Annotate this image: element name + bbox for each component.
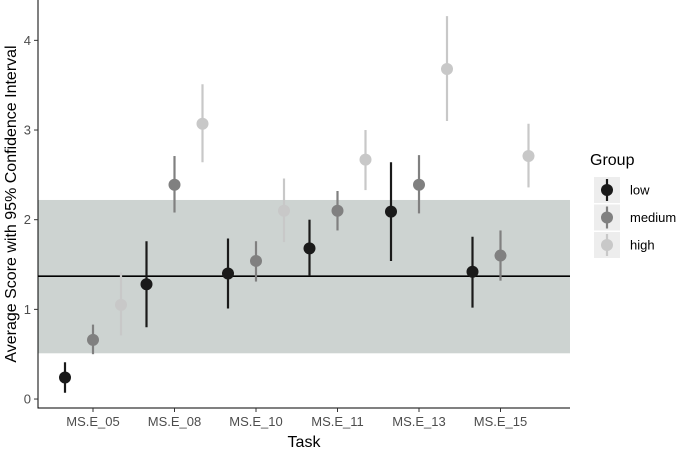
data-point-medium-MS.E_08 bbox=[168, 178, 181, 191]
y-axis-title: Average Score with 95% Confidence Interv… bbox=[3, 45, 20, 362]
data-point-medium-MS.E_13 bbox=[413, 178, 425, 191]
data-point-low-MS.E_05 bbox=[59, 371, 71, 384]
data-point-medium-MS.E_10 bbox=[250, 254, 262, 267]
legend-item-medium: medium bbox=[594, 204, 676, 231]
y-tick-label: 4 bbox=[24, 33, 31, 48]
legend-items: low medium high bbox=[594, 177, 676, 258]
legend-label: high bbox=[630, 238, 655, 253]
x-tick-label: MS.E_05 bbox=[66, 414, 119, 429]
data-point-high-MS.E_05 bbox=[115, 298, 127, 311]
data-point-high-MS.E_13 bbox=[441, 63, 453, 76]
axes-layer: 0 1 2 3 4 MS.E_05 MS.E_08 MS.E_10 MS.E_11 MS.E_13… bbox=[24, 0, 570, 429]
x-tick-label: MS.E_13 bbox=[392, 414, 445, 429]
legend-label: low bbox=[630, 183, 650, 198]
x-tick-label: MS.E_15 bbox=[474, 414, 527, 429]
data-point-low-MS.E_10 bbox=[222, 267, 234, 280]
data-point-low-MS.E_11 bbox=[303, 242, 316, 255]
data-point-medium-MS.E_15 bbox=[494, 249, 507, 262]
x-axis-title: Task bbox=[288, 434, 322, 451]
legend: Group low medium high bbox=[590, 152, 676, 258]
legend-key-marker bbox=[601, 211, 613, 224]
legend-item-low: low bbox=[594, 177, 650, 203]
legend-key-marker bbox=[601, 239, 613, 251]
x-tick-label: MS.E_10 bbox=[229, 414, 282, 429]
data-point-high-MS.E_15 bbox=[522, 150, 535, 163]
data-point-low-MS.E_13 bbox=[385, 205, 397, 218]
data-marks-layer bbox=[59, 16, 535, 393]
x-tick-label: MS.E_11 bbox=[311, 414, 364, 429]
y-tick-label: 0 bbox=[24, 392, 31, 407]
legend-label: medium bbox=[630, 210, 676, 225]
series-high bbox=[115, 16, 535, 336]
data-point-high-MS.E_08 bbox=[196, 117, 209, 130]
x-tick-label: MS.E_08 bbox=[148, 414, 201, 429]
legend-key-marker bbox=[601, 184, 613, 196]
legend-title: Group bbox=[590, 152, 635, 169]
y-tick-label: 1 bbox=[24, 302, 31, 317]
data-point-medium-MS.E_11 bbox=[331, 204, 344, 217]
data-point-medium-MS.E_05 bbox=[87, 333, 99, 346]
legend-item-high: high bbox=[594, 232, 655, 258]
series-low bbox=[59, 162, 479, 393]
y-tick-label: 3 bbox=[24, 123, 31, 138]
y-tick-label: 2 bbox=[24, 212, 31, 227]
data-point-low-MS.E_15 bbox=[466, 265, 479, 278]
series-medium bbox=[87, 155, 507, 355]
data-point-low-MS.E_08 bbox=[140, 278, 153, 291]
data-point-high-MS.E_11 bbox=[359, 153, 372, 166]
data-point-high-MS.E_10 bbox=[278, 204, 290, 217]
